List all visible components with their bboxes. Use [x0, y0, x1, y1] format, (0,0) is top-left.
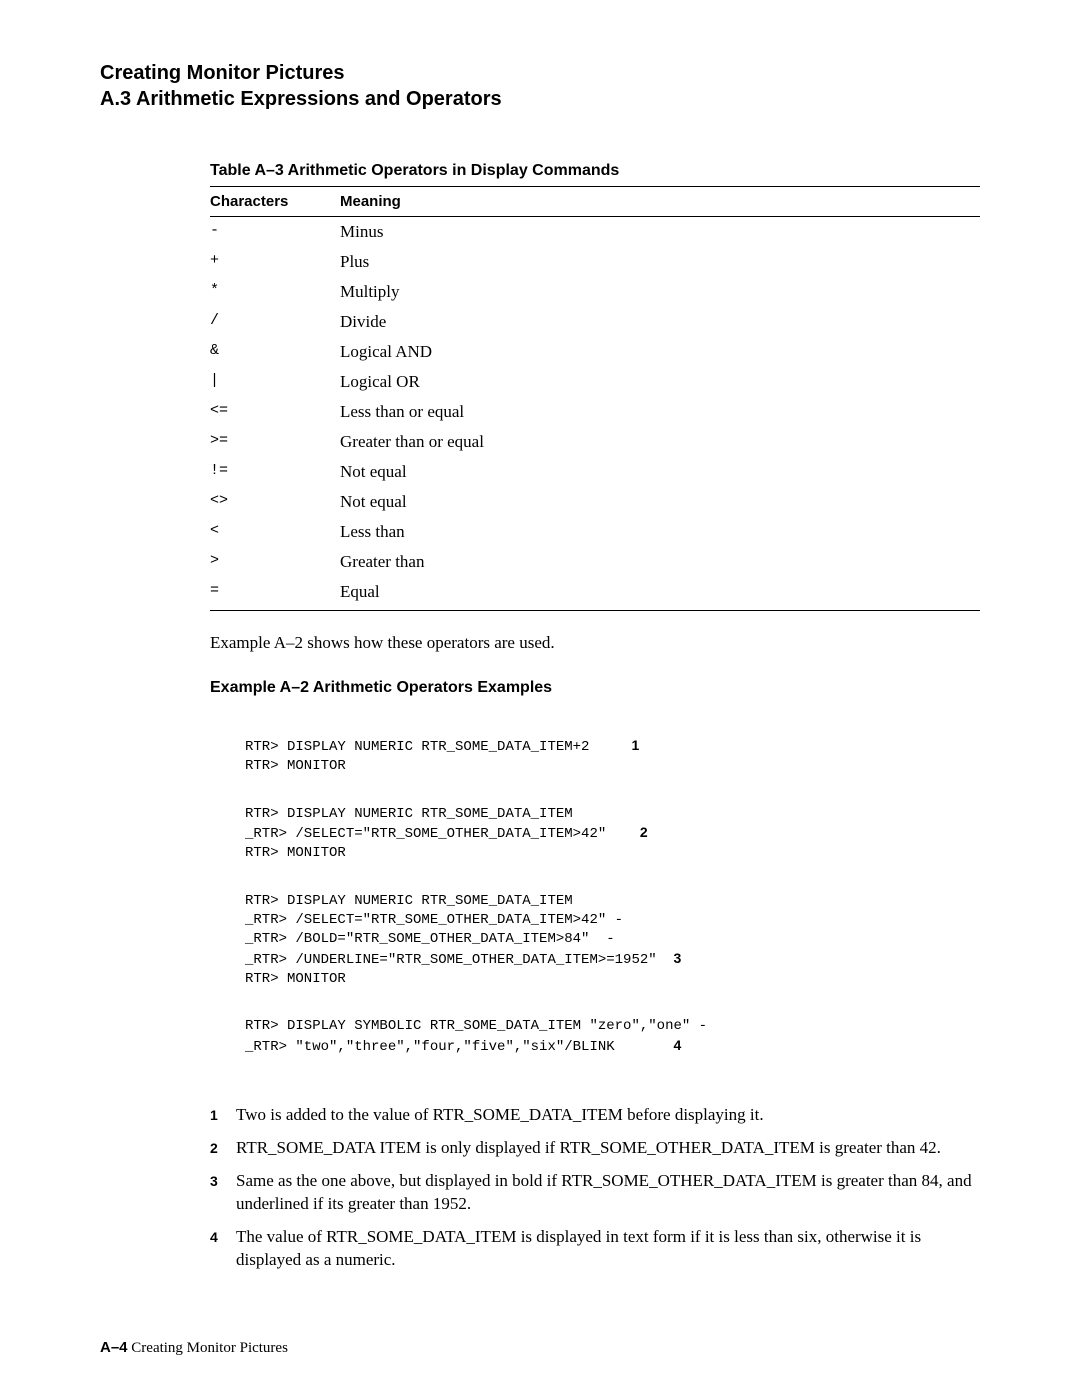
heading-line-1: Creating Monitor Pictures — [100, 60, 980, 86]
note-row: 3 Same as the one above, but displayed i… — [210, 1170, 980, 1216]
table-row: <=Less than or equal — [210, 397, 980, 427]
note-text: Same as the one above, but displayed in … — [236, 1170, 980, 1216]
code-group-3: RTR> DISPLAY NUMERIC RTR_SOME_DATA_ITEM … — [245, 892, 980, 988]
col-characters: Characters — [210, 187, 340, 217]
table-row: *Multiply — [210, 277, 980, 307]
notes-list: 1 Two is added to the value of RTR_SOME_… — [210, 1104, 980, 1272]
note-row: 1 Two is added to the value of RTR_SOME_… — [210, 1104, 980, 1127]
note-row: 4 The value of RTR_SOME_DATA_ITEM is dis… — [210, 1226, 980, 1272]
page-footer: A–4 Creating Monitor Pictures — [100, 1339, 288, 1357]
table-row: >=Greater than or equal — [210, 427, 980, 457]
note-number: 1 — [210, 1104, 236, 1127]
note-text: RTR_SOME_DATA ITEM is only displayed if … — [236, 1137, 980, 1160]
footer-title: Creating Monitor Pictures — [131, 1340, 288, 1356]
operators-table: Characters Meaning -Minus +Plus *Multipl… — [210, 186, 980, 611]
table-title: Table A–3 Arithmetic Operators in Displa… — [210, 162, 980, 180]
footer-page: A–4 — [100, 1339, 128, 1356]
note-text: Two is added to the value of RTR_SOME_DA… — [236, 1104, 980, 1127]
note-number: 4 — [210, 1226, 236, 1272]
callout-2: 2 — [640, 824, 648, 840]
example-title: Example A–2 Arithmetic Operators Example… — [210, 679, 980, 697]
table-row: &Logical AND — [210, 337, 980, 367]
table-row: =Equal — [210, 577, 980, 611]
page-heading: Creating Monitor Pictures A.3 Arithmetic… — [100, 60, 980, 112]
heading-line-2: A.3 Arithmetic Expressions and Operators — [100, 86, 980, 112]
note-text: The value of RTR_SOME_DATA_ITEM is displ… — [236, 1226, 980, 1272]
callout-1: 1 — [631, 737, 639, 753]
table-row: <>Not equal — [210, 487, 980, 517]
intro-text: Example A–2 shows how these operators ar… — [210, 633, 980, 653]
table-row: -Minus — [210, 217, 980, 248]
callout-3: 3 — [673, 950, 681, 966]
table-row: |Logical OR — [210, 367, 980, 397]
callout-4: 4 — [673, 1037, 681, 1053]
code-group-2: RTR> DISPLAY NUMERIC RTR_SOME_DATA_ITEM … — [245, 805, 980, 864]
code-block: RTR> DISPLAY NUMERIC RTR_SOME_DATA_ITEM+… — [245, 717, 980, 1086]
note-number: 2 — [210, 1137, 236, 1160]
note-number: 3 — [210, 1170, 236, 1216]
table-row: <Less than — [210, 517, 980, 547]
col-meaning: Meaning — [340, 187, 980, 217]
operators-table-wrap: Table A–3 Arithmetic Operators in Displa… — [210, 162, 980, 611]
code-group-4: RTR> DISPLAY SYMBOLIC RTR_SOME_DATA_ITEM… — [245, 1017, 980, 1057]
table-row: >Greater than — [210, 547, 980, 577]
table-row: /Divide — [210, 307, 980, 337]
table-row: !=Not equal — [210, 457, 980, 487]
code-group-1: RTR> DISPLAY NUMERIC RTR_SOME_DATA_ITEM+… — [245, 736, 980, 776]
note-row: 2 RTR_SOME_DATA ITEM is only displayed i… — [210, 1137, 980, 1160]
table-row: +Plus — [210, 247, 980, 277]
